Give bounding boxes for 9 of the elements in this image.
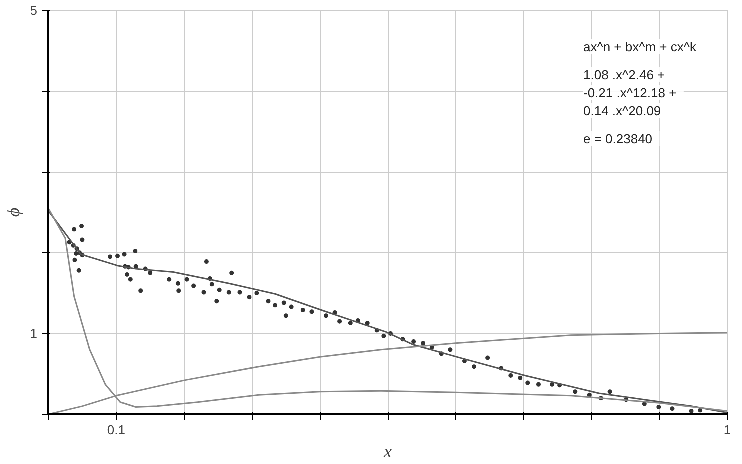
- annotation: e = 0.23840: [584, 132, 653, 146]
- annotation: 0.14 .x^20.09: [584, 104, 662, 118]
- annotation: -0.21 .x^12.18 +: [584, 86, 677, 100]
- annotation: ax^n + bx^m + cx^k: [584, 40, 697, 54]
- annotation: 1.08 .x^2.46 +: [584, 68, 666, 82]
- x-tick-label: 0.1: [107, 422, 126, 438]
- y-tick-label: 5: [30, 3, 38, 18]
- x-axis-title: x: [383, 442, 392, 462]
- y-axis-title: ϕ: [3, 208, 24, 218]
